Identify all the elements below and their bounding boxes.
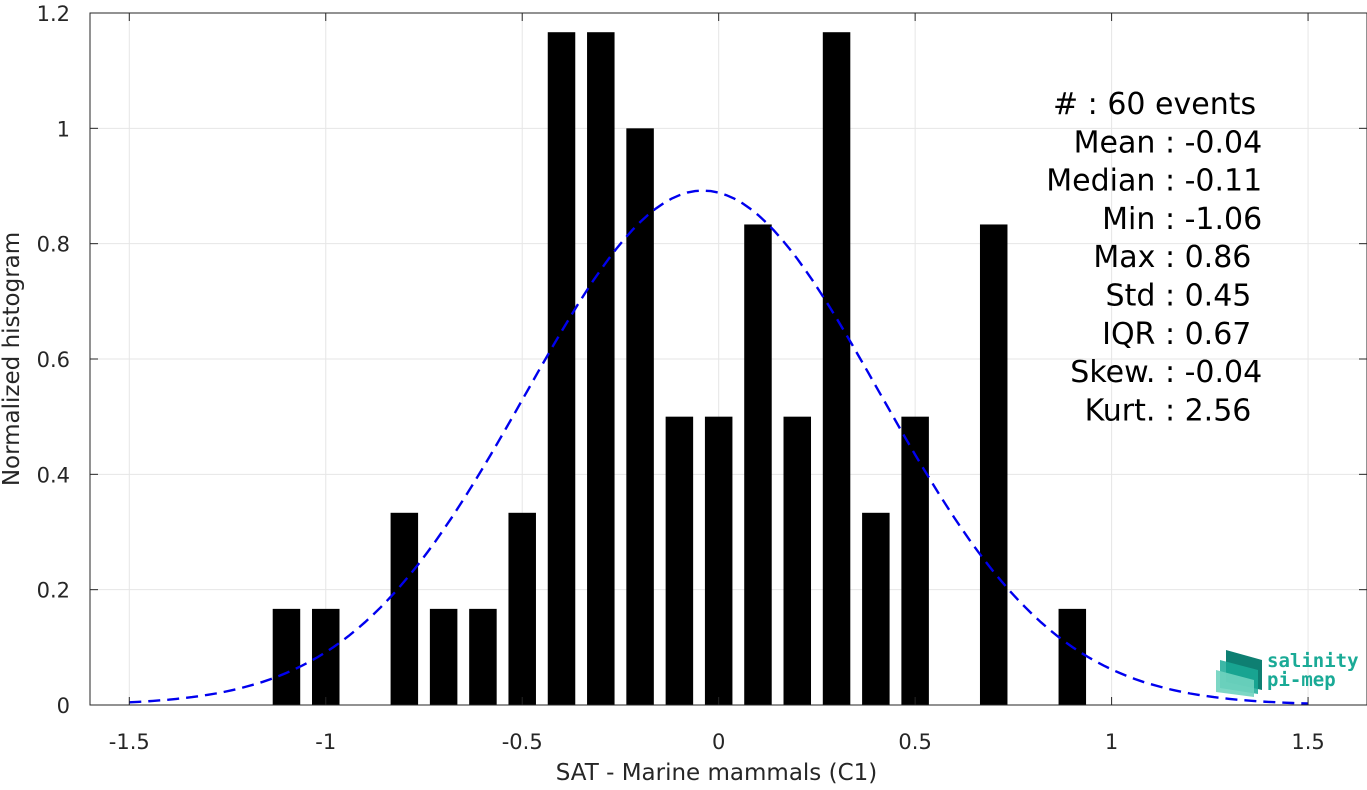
x-tick-label: -1 — [315, 730, 336, 754]
histogram-bar — [1058, 608, 1087, 705]
stat-separator: : — [1155, 240, 1184, 275]
histogram-bar — [862, 512, 890, 705]
stat-separator: : — [1155, 317, 1184, 352]
histogram-bar — [508, 512, 536, 705]
y-tick-label: 0 — [57, 694, 70, 718]
stat-value: -0.11 — [1185, 164, 1263, 199]
stat-value: -0.04 — [1185, 125, 1263, 160]
stat-label: Skew. — [1070, 355, 1155, 390]
stat-value: 0.45 — [1185, 279, 1252, 314]
y-tick-label: 0.4 — [37, 463, 70, 487]
histogram-bar — [272, 608, 301, 705]
plot-axes-frame — [89, 12, 1367, 706]
stat-label: Max — [1093, 240, 1155, 275]
histogram-bar — [822, 32, 851, 705]
y-tick-label: 1 — [57, 117, 70, 141]
stat-separator: : — [1155, 393, 1184, 428]
y-tick-label: 1.2 — [37, 2, 70, 26]
stat-separator: : — [1155, 125, 1184, 160]
x-tick-label: -0.5 — [502, 730, 543, 754]
stat-separator: : — [1155, 355, 1184, 390]
histogram-bar — [665, 416, 694, 705]
logo-text-pimep: pi-mep — [1267, 669, 1336, 691]
histogram-bar — [626, 128, 654, 706]
stat-value: 0.86 — [1185, 240, 1252, 275]
stat-label: Std — [1106, 279, 1156, 314]
x-tick-label: 1 — [1105, 730, 1118, 754]
x-axis-label: SAT - Marine mammals (C1) — [556, 760, 878, 785]
stat-label: Median — [1046, 164, 1155, 199]
histogram-bar — [979, 224, 1008, 705]
stats-line: # : 60 events — [1053, 87, 1256, 122]
histogram-bar — [587, 32, 615, 705]
stat-label: # — [1053, 87, 1078, 122]
stats-line: Median : -0.11 — [1046, 164, 1262, 199]
stats-line: Min : -1.06 — [1102, 202, 1262, 237]
stat-separator: : — [1155, 164, 1184, 199]
histogram-bar — [901, 416, 929, 705]
x-tick-label: 1.5 — [1291, 730, 1324, 754]
x-tick-label: -1.5 — [109, 730, 150, 754]
x-tick-label: 0 — [712, 730, 725, 754]
stat-value: 2.56 — [1185, 393, 1252, 428]
stat-value: 60 events — [1107, 87, 1256, 122]
x-tick-label: 0.5 — [898, 730, 931, 754]
y-tick-label: 0.8 — [37, 233, 70, 257]
histogram-bar — [469, 608, 497, 705]
y-axis-label: Normalized histogram — [0, 232, 25, 486]
histogram-bar — [783, 416, 812, 705]
histogram-bar — [704, 416, 733, 705]
stat-label: Kurt. — [1085, 393, 1156, 428]
stats-line: Max : 0.86 — [1093, 240, 1251, 275]
stats-line: Std : 0.45 — [1106, 279, 1252, 314]
stat-value: -0.04 — [1185, 355, 1263, 390]
stats-line: Mean : -0.04 — [1074, 125, 1263, 160]
stat-label: IQR — [1102, 317, 1155, 352]
stats-line: Kurt. : 2.56 — [1085, 393, 1252, 428]
y-tick-label: 0.6 — [37, 348, 70, 372]
stat-separator: : — [1078, 87, 1107, 122]
logo-text-salinity: salinity — [1267, 650, 1359, 672]
histogram-bar — [429, 608, 458, 705]
stat-separator: : — [1155, 279, 1184, 314]
stats-line: Skew. : -0.04 — [1070, 355, 1262, 390]
stat-label: Min — [1102, 202, 1155, 237]
stat-value: 0.67 — [1185, 317, 1252, 352]
stats-line: IQR : 0.67 — [1102, 317, 1251, 352]
y-tick-label: 0.2 — [37, 579, 70, 603]
stat-value: -1.06 — [1185, 202, 1263, 237]
logo-shape — [1216, 670, 1254, 697]
stat-label: Mean — [1074, 125, 1156, 160]
histogram-bar — [547, 32, 576, 705]
stat-separator: : — [1155, 202, 1184, 237]
histogram-bars — [272, 32, 1087, 706]
histogram-bar — [390, 512, 419, 705]
histogram-bar — [744, 224, 772, 705]
tick-labels: -1.5 -1 -0.5 0 0.5 1 1.5 0 0.2 0.4 0.6 0.8 1 1.2 — [37, 2, 1325, 754]
axis-labels: SAT - Marine mammals (C1) Normalized hist… — [0, 232, 878, 786]
